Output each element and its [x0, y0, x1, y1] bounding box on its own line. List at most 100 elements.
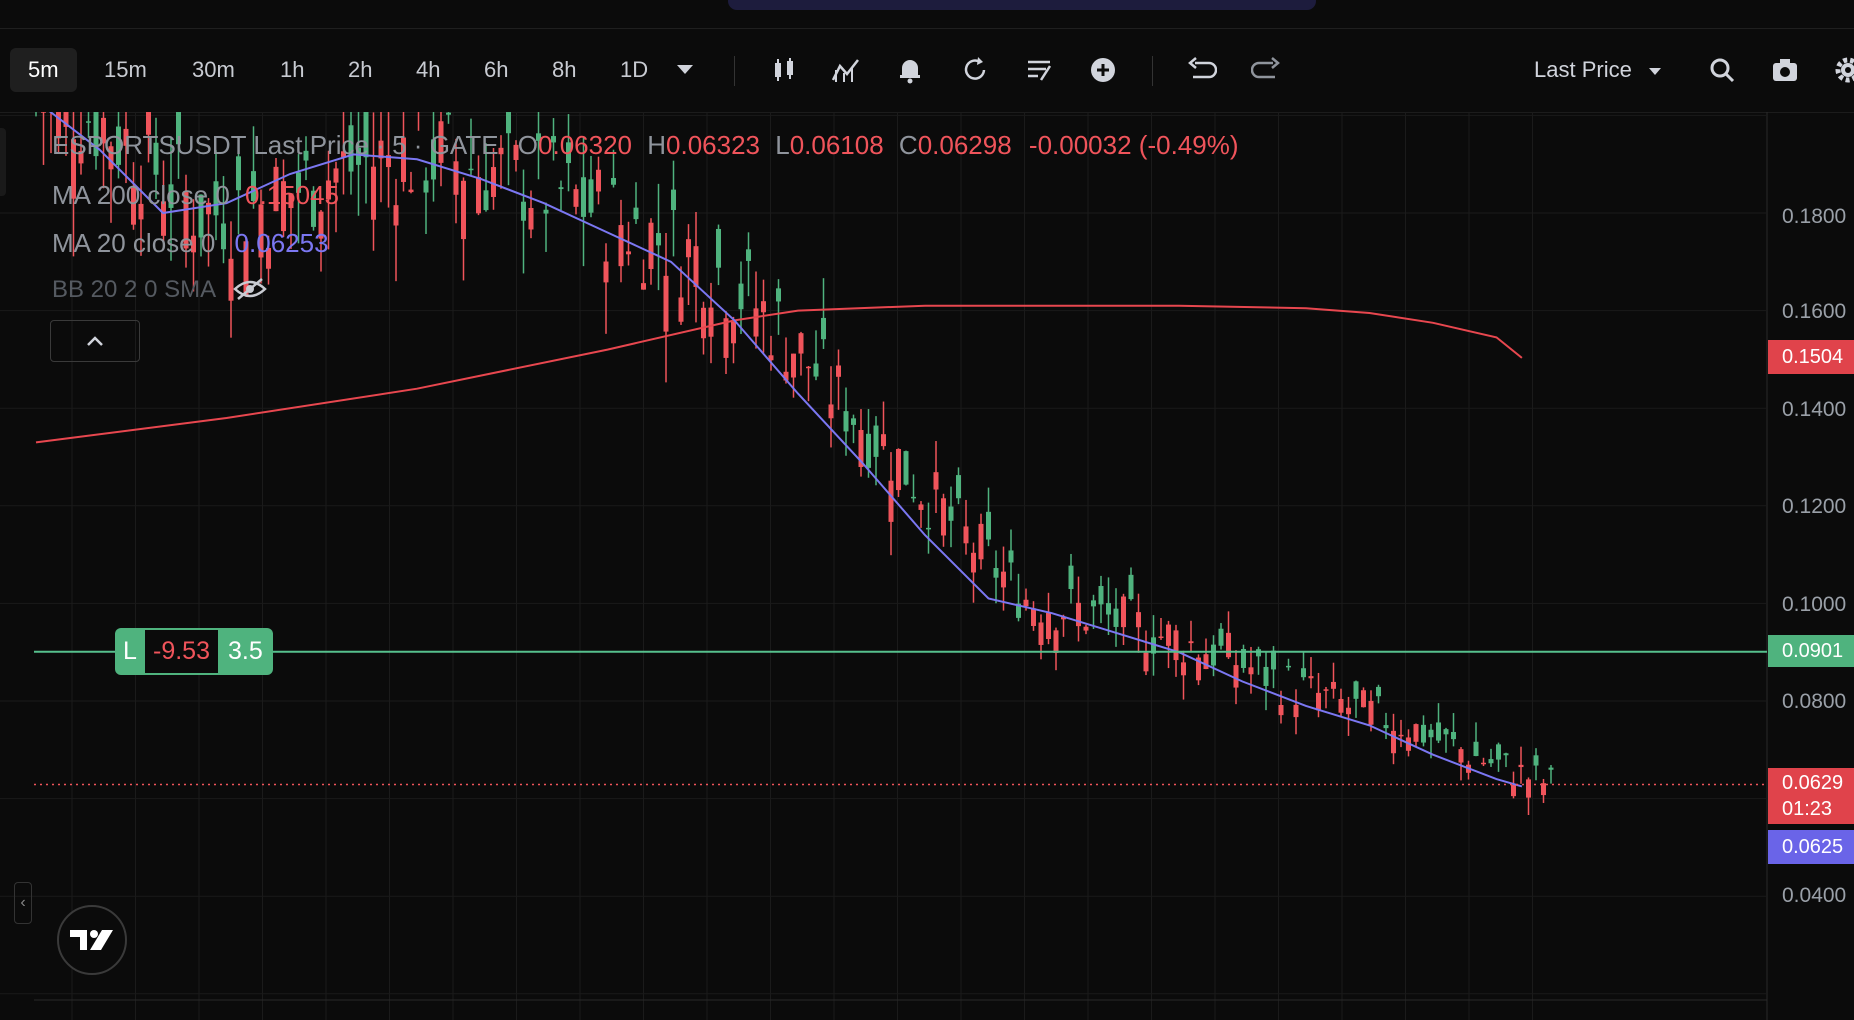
timeframe-1d[interactable]: 1D	[620, 57, 649, 82]
candle-body	[1166, 624, 1171, 646]
candle-body	[528, 207, 534, 230]
legend-low: 0.06108	[789, 130, 884, 160]
candle-body	[78, 150, 84, 164]
candle-body	[881, 434, 886, 447]
timeframe-8h[interactable]: 8h	[552, 57, 577, 82]
ma20-line	[48, 112, 1523, 788]
candle-body	[858, 430, 864, 468]
candle-body	[326, 180, 331, 200]
last-price-value: 0.0629	[1782, 772, 1844, 794]
candle-body	[806, 366, 811, 369]
candle-body	[1203, 654, 1209, 670]
candle-body	[1368, 700, 1374, 725]
replay-icon[interactable]	[953, 48, 997, 92]
candle-body	[536, 133, 541, 141]
position-pnl: -9.53	[145, 628, 218, 675]
candle-body	[543, 209, 549, 214]
position-label[interactable]: L -9.53 3.5	[115, 628, 273, 675]
indicators-icon[interactable]	[824, 48, 868, 92]
candle-body	[716, 228, 721, 268]
candle-body	[138, 203, 144, 220]
candle-body	[1038, 622, 1044, 645]
candle-body	[1046, 612, 1051, 640]
eye-hidden-icon[interactable]	[233, 277, 268, 301]
timeframe-1h[interactable]: 1h	[280, 57, 305, 82]
candle-body	[723, 318, 729, 358]
candle-body	[671, 189, 676, 211]
candle-body	[281, 181, 286, 232]
candle-body	[198, 194, 204, 238]
collapse-legend-button[interactable]	[50, 320, 140, 362]
candle-body	[896, 449, 901, 491]
templates-icon[interactable]	[1017, 48, 1061, 92]
candle-body	[813, 363, 819, 377]
candle-body	[1256, 649, 1261, 657]
timeframe-30m[interactable]: 30m	[192, 57, 235, 82]
redo-icon[interactable]	[1244, 48, 1288, 92]
candle-body	[1076, 602, 1081, 627]
candle-body	[401, 137, 406, 182]
candle-body	[933, 472, 939, 490]
legend-high-label: H	[647, 130, 667, 160]
last-price-tag: 0.0629 01:23	[1768, 768, 1854, 824]
candle-body	[566, 142, 571, 164]
candle-body	[63, 112, 69, 127]
candle-body	[273, 166, 279, 212]
candle-body	[1061, 617, 1066, 620]
gear-icon[interactable]	[1826, 48, 1854, 92]
add-icon[interactable]	[1081, 48, 1125, 92]
candle-body	[1053, 630, 1059, 654]
candle-body	[663, 275, 669, 332]
candle-body	[1391, 730, 1396, 754]
candle-body	[1031, 608, 1036, 626]
candle-body	[986, 511, 991, 540]
candle-body	[1083, 626, 1089, 631]
search-icon[interactable]	[1700, 48, 1744, 92]
undo-icon[interactable]	[1180, 48, 1224, 92]
camera-icon[interactable]	[1763, 48, 1807, 92]
candle-body	[1473, 741, 1479, 757]
timeframe-dropdown-icon[interactable]	[663, 48, 707, 92]
candle-body	[176, 112, 181, 145]
position-qty: 3.5	[217, 628, 273, 675]
candle-body	[461, 180, 466, 240]
candles-icon[interactable]	[762, 48, 806, 92]
legend-high: 0.06323	[666, 130, 760, 160]
candle-body	[1413, 724, 1419, 742]
candle-body	[1316, 692, 1321, 711]
timeframe-2h[interactable]: 2h	[348, 57, 373, 82]
price-type-selector[interactable]: Last Price	[1534, 48, 1662, 92]
candle-body	[746, 249, 751, 261]
candle-body	[581, 177, 586, 217]
candle-body	[431, 139, 436, 180]
legend-main: ESPORTSUSDT Last Price · 5 · GATE O0.063…	[52, 130, 1239, 160]
tradingview-logo-icon[interactable]	[57, 905, 127, 975]
candle-body	[731, 321, 736, 344]
candle-body	[1533, 755, 1539, 766]
candle-body	[1113, 608, 1119, 627]
candle-body	[888, 480, 894, 522]
legend-close: 0.06298	[917, 130, 1012, 160]
legend-ma20[interactable]: MA 20 close 0 0.06253	[52, 228, 329, 259]
candle-body	[1383, 725, 1389, 729]
alert-bell-icon[interactable]	[888, 48, 932, 92]
candle-body	[843, 411, 849, 432]
candle-body	[1181, 662, 1186, 676]
candle-body	[1248, 667, 1254, 675]
candle-body	[1398, 734, 1404, 737]
timeframe-5m[interactable]: 5m	[10, 48, 77, 92]
timeframe-6h[interactable]: 6h	[484, 57, 509, 82]
candle-body	[221, 223, 226, 250]
candle-body	[1008, 550, 1014, 563]
price-chart[interactable]	[0, 112, 1854, 1020]
candle-body	[1226, 632, 1231, 658]
timeframe-4h[interactable]: 4h	[416, 57, 441, 82]
candle-body	[768, 355, 774, 361]
candle-body	[1301, 668, 1306, 678]
timeframe-15m[interactable]: 15m	[104, 57, 147, 82]
candle-body	[423, 180, 429, 193]
legend-bb[interactable]: BB 20 2 0 SMA	[52, 276, 268, 304]
sidebar-toggle-button[interactable]: ‹	[14, 882, 32, 924]
left-edge-tab[interactable]	[0, 128, 6, 196]
legend-ma200[interactable]: MA 200 close 0 0.15045	[52, 180, 339, 211]
